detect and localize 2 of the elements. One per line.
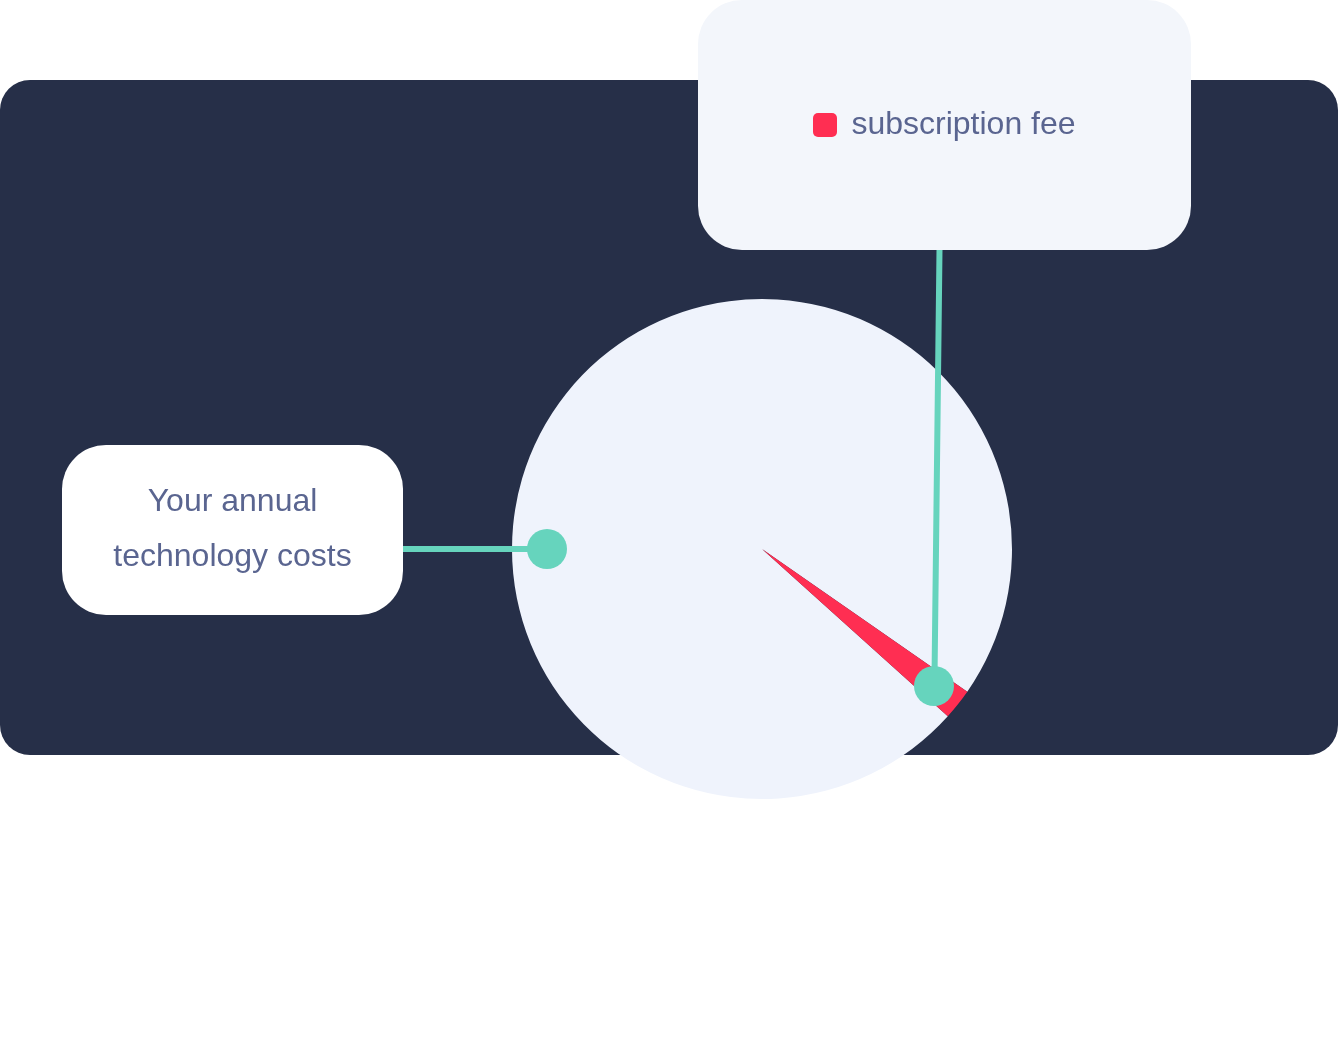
slice-label: Your annual technology costs	[113, 482, 352, 574]
legend-label: subscription fee	[851, 104, 1076, 141]
